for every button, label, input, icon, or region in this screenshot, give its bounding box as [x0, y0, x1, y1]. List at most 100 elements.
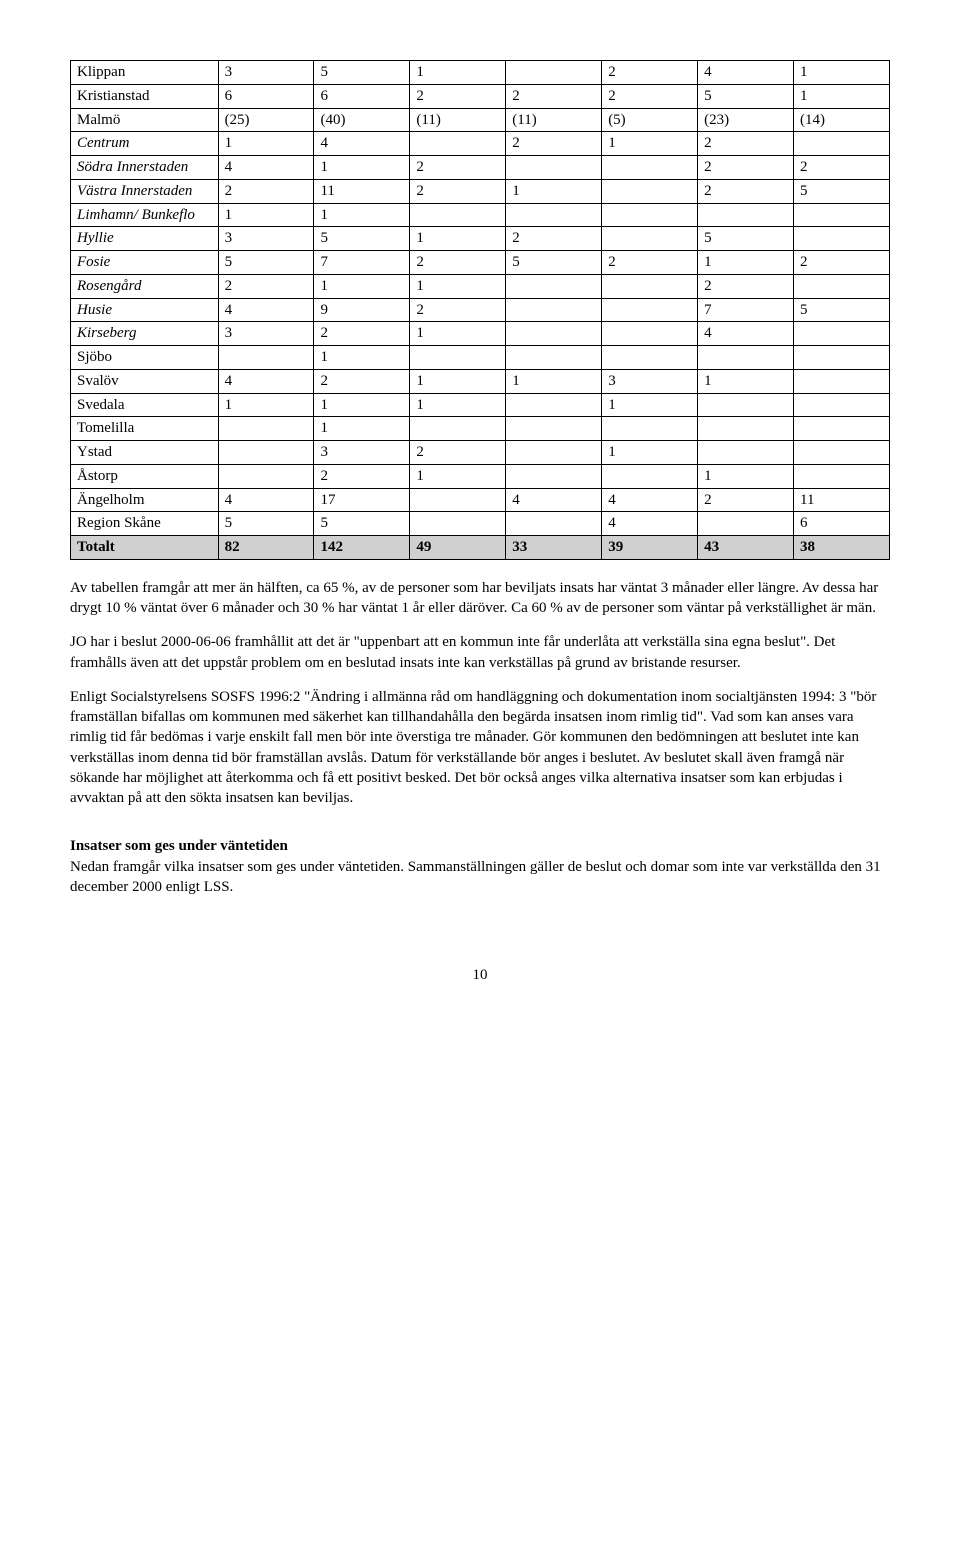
cell: 2 [218, 274, 314, 298]
table-row: Sjöbo1 [71, 346, 890, 370]
cell [602, 464, 698, 488]
cell [602, 417, 698, 441]
cell [602, 346, 698, 370]
cell: 17 [314, 488, 410, 512]
cell: 1 [314, 274, 410, 298]
row-label: Södra Innerstaden [71, 156, 219, 180]
cell: 2 [410, 179, 506, 203]
cell: 1 [602, 393, 698, 417]
table-row: Ystad321 [71, 441, 890, 465]
cell [410, 417, 506, 441]
table-row: Rosengård2112 [71, 274, 890, 298]
row-label: Klippan [71, 61, 219, 85]
cell [506, 203, 602, 227]
cell: 142 [314, 536, 410, 560]
cell: 2 [506, 84, 602, 108]
row-label: Svalöv [71, 369, 219, 393]
cell [506, 441, 602, 465]
cell: (11) [506, 108, 602, 132]
cell: 1 [698, 464, 794, 488]
cell [794, 369, 890, 393]
table-row: Svalöv421131 [71, 369, 890, 393]
cell: (40) [314, 108, 410, 132]
cell: 4 [698, 61, 794, 85]
cell: 3 [218, 61, 314, 85]
cell: 2 [602, 84, 698, 108]
cell: (25) [218, 108, 314, 132]
cell [794, 203, 890, 227]
row-label: Centrum [71, 132, 219, 156]
cell [794, 441, 890, 465]
row-label: Tomelilla [71, 417, 219, 441]
row-label: Husie [71, 298, 219, 322]
paragraph-3: Enligt Socialstyrelsens SOSFS 1996:2 "Än… [70, 687, 890, 809]
table-row: Västra Innerstaden2112125 [71, 179, 890, 203]
cell: (23) [698, 108, 794, 132]
cell [410, 132, 506, 156]
cell: 1 [218, 203, 314, 227]
table-row: Fosie5725212 [71, 251, 890, 275]
cell [698, 393, 794, 417]
cell: 11 [314, 179, 410, 203]
cell: 1 [218, 132, 314, 156]
cell [218, 464, 314, 488]
cell [602, 156, 698, 180]
cell [602, 322, 698, 346]
cell [506, 417, 602, 441]
table-row: Limhamn/ Bunkeflo11 [71, 203, 890, 227]
cell [410, 488, 506, 512]
row-label: Åstorp [71, 464, 219, 488]
cell: 4 [218, 298, 314, 322]
cell [506, 346, 602, 370]
cell [794, 274, 890, 298]
cell [794, 346, 890, 370]
table-row: Kirseberg3214 [71, 322, 890, 346]
cell: 2 [698, 132, 794, 156]
cell: 9 [314, 298, 410, 322]
row-label: Kristianstad [71, 84, 219, 108]
cell [218, 417, 314, 441]
cell: 2 [410, 156, 506, 180]
cell [602, 179, 698, 203]
cell: 1 [410, 274, 506, 298]
cell [506, 393, 602, 417]
row-label: Kirseberg [71, 322, 219, 346]
table-row: Tomelilla1 [71, 417, 890, 441]
cell [506, 464, 602, 488]
cell [410, 512, 506, 536]
cell: 2 [218, 179, 314, 203]
cell [506, 156, 602, 180]
cell: 1 [314, 203, 410, 227]
cell [698, 203, 794, 227]
cell: 1 [314, 346, 410, 370]
cell: 2 [794, 156, 890, 180]
cell [794, 464, 890, 488]
table-row: Åstorp211 [71, 464, 890, 488]
cell: 2 [698, 179, 794, 203]
cell: 1 [506, 179, 602, 203]
cell: 1 [314, 156, 410, 180]
cell: 5 [794, 298, 890, 322]
cell [602, 227, 698, 251]
cell: (14) [794, 108, 890, 132]
cell [602, 298, 698, 322]
cell: 1 [794, 84, 890, 108]
cell [698, 346, 794, 370]
cell: 1 [410, 464, 506, 488]
table-row: Ängelholm41744211 [71, 488, 890, 512]
cell [698, 417, 794, 441]
table-row: Klippan351241 [71, 61, 890, 85]
paragraph-2: JO har i beslut 2000-06-06 framhållit at… [70, 632, 890, 673]
cell: 5 [794, 179, 890, 203]
cell: 6 [794, 512, 890, 536]
cell: 2 [698, 156, 794, 180]
cell: 2 [410, 298, 506, 322]
row-label: Ängelholm [71, 488, 219, 512]
cell [410, 346, 506, 370]
row-label: Hyllie [71, 227, 219, 251]
cell [506, 298, 602, 322]
cell: 3 [602, 369, 698, 393]
cell: 6 [218, 84, 314, 108]
cell: 5 [698, 84, 794, 108]
cell: 1 [314, 393, 410, 417]
